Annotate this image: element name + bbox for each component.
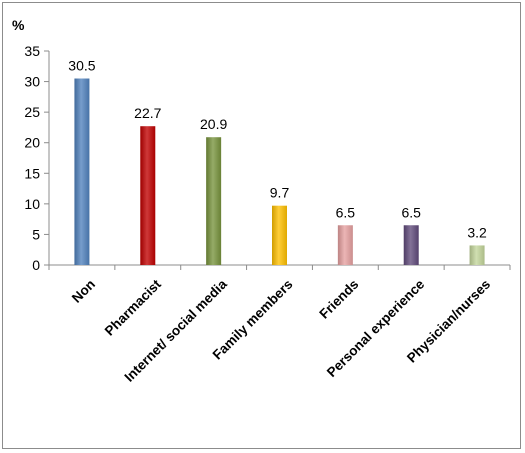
- y-tick-label: 5: [32, 226, 40, 242]
- y-tick-label: 20: [24, 135, 40, 151]
- bar: [469, 245, 485, 265]
- bar: [337, 225, 353, 265]
- data-label: 6.5: [336, 204, 356, 220]
- bars: [74, 78, 485, 265]
- y-axis-ticks: 0 5 10 15 20 25 30 35: [24, 43, 511, 273]
- data-label: 30.5: [68, 58, 95, 74]
- data-label: 9.7: [270, 185, 290, 201]
- y-tick-label: 25: [24, 104, 40, 120]
- data-label: 22.7: [134, 105, 161, 121]
- y-tick-label: 35: [24, 43, 40, 59]
- data-labels: 30.5 22.7 20.9 9.7 6.5 6.5 3.2: [68, 58, 487, 241]
- bar: [206, 137, 222, 265]
- data-label: 3.2: [467, 224, 487, 240]
- bar: [403, 225, 419, 265]
- y-tick-label: 30: [24, 74, 40, 90]
- category-label: Pharmacist: [102, 276, 164, 338]
- bar: [140, 126, 156, 265]
- y-tick-label: 15: [24, 165, 40, 181]
- data-label: 20.9: [200, 116, 227, 132]
- y-tick-label: 10: [24, 196, 40, 212]
- category-label: Friends: [316, 277, 361, 322]
- bar: [74, 78, 90, 265]
- category-label: Non: [69, 277, 98, 306]
- bar: [272, 205, 287, 265]
- data-label: 6.5: [401, 204, 421, 220]
- y-tick-label: 0: [32, 257, 40, 273]
- y-axis-unit: %: [12, 17, 25, 33]
